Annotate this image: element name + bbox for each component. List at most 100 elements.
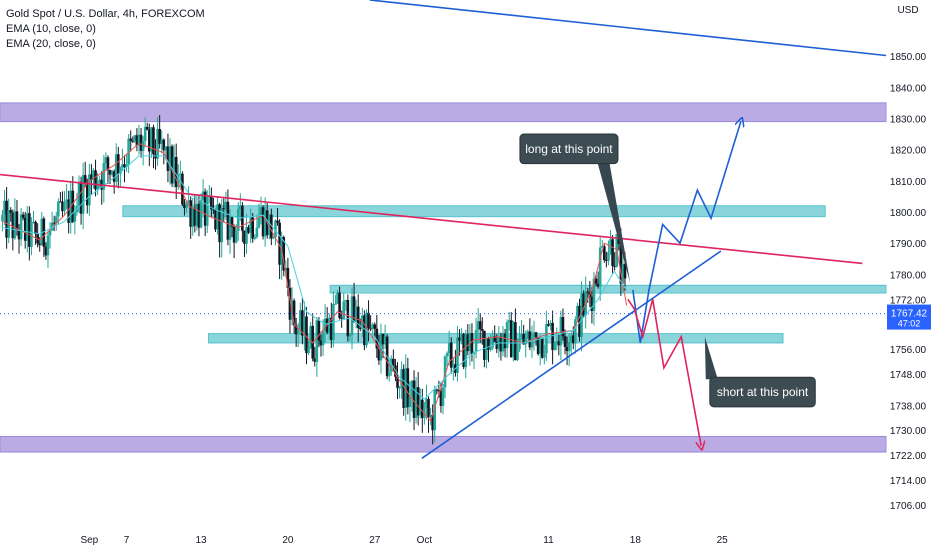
candle bbox=[538, 334, 542, 366]
candle-body bbox=[301, 310, 304, 336]
candle-body bbox=[79, 181, 83, 214]
candle-body bbox=[334, 303, 337, 305]
candle-body bbox=[46, 235, 50, 256]
candle bbox=[507, 311, 511, 331]
time-axis-background bbox=[0, 530, 886, 550]
candle bbox=[543, 344, 546, 365]
candle bbox=[298, 302, 302, 336]
callout-text: short at this point bbox=[717, 385, 809, 399]
candle bbox=[418, 388, 422, 419]
callout-0: long at this point bbox=[519, 133, 631, 284]
candle bbox=[81, 162, 85, 230]
candle-body bbox=[621, 263, 625, 284]
candle-body bbox=[559, 317, 563, 346]
candle-body bbox=[371, 324, 374, 329]
price-badge-bg bbox=[887, 304, 931, 330]
price-tick-label: 1748.00 bbox=[890, 370, 927, 381]
candle-body bbox=[116, 154, 120, 174]
time-tick-label: 7 bbox=[124, 535, 130, 546]
candle-body bbox=[65, 199, 68, 202]
candle-body bbox=[569, 335, 573, 342]
candle bbox=[313, 346, 317, 367]
candle bbox=[263, 197, 267, 247]
candle-body bbox=[356, 306, 360, 329]
candle-body bbox=[81, 175, 85, 214]
candle bbox=[429, 407, 432, 426]
candle-body bbox=[38, 243, 42, 246]
legend: Gold Spot / U.S. Dollar, 4h, FOREXCOM EM… bbox=[6, 7, 205, 52]
ema10-line bbox=[2, 142, 628, 422]
candle bbox=[307, 340, 310, 356]
candle bbox=[406, 357, 410, 415]
candle bbox=[174, 143, 178, 200]
candle-body bbox=[236, 209, 240, 232]
candle bbox=[350, 287, 354, 349]
candle bbox=[276, 207, 279, 226]
candle bbox=[249, 208, 252, 244]
price-tick-label: 1772.00 bbox=[890, 295, 927, 306]
candle bbox=[193, 195, 197, 233]
candle bbox=[65, 183, 68, 210]
candle bbox=[34, 220, 37, 245]
price-tick-label: 1830.00 bbox=[890, 114, 927, 125]
candle-body bbox=[565, 347, 569, 352]
candle bbox=[516, 338, 519, 362]
candle bbox=[336, 290, 339, 304]
candle-body bbox=[352, 296, 356, 322]
candle-body bbox=[590, 296, 594, 311]
projection-path-1 bbox=[627, 298, 701, 446]
candle-body bbox=[168, 146, 172, 171]
candle-body bbox=[104, 157, 108, 163]
candle bbox=[127, 134, 130, 174]
candle bbox=[104, 152, 108, 171]
candle bbox=[143, 117, 147, 148]
candle bbox=[166, 133, 170, 183]
candle bbox=[445, 351, 449, 367]
candle bbox=[160, 130, 164, 154]
candle bbox=[282, 235, 286, 277]
candle-body bbox=[348, 335, 352, 337]
candle bbox=[57, 198, 60, 225]
candle bbox=[232, 224, 236, 259]
candle bbox=[46, 231, 50, 268]
candle-body bbox=[499, 336, 503, 352]
candle-body bbox=[323, 318, 327, 331]
candle bbox=[288, 279, 292, 334]
candle-body bbox=[176, 175, 180, 187]
candle-body bbox=[191, 207, 195, 227]
candle-body bbox=[230, 217, 234, 227]
candle bbox=[518, 326, 521, 352]
candle-body bbox=[582, 293, 585, 316]
candle-body bbox=[127, 138, 130, 166]
candle-body bbox=[61, 201, 64, 212]
candle-body bbox=[439, 391, 443, 406]
candle-body bbox=[143, 126, 147, 142]
candle bbox=[576, 302, 579, 322]
candle-body bbox=[596, 283, 600, 287]
candle-body bbox=[607, 252, 610, 261]
candle bbox=[296, 322, 300, 348]
candle-body bbox=[433, 389, 437, 431]
candle-body bbox=[222, 208, 226, 210]
candle-body bbox=[102, 162, 106, 190]
candle-body bbox=[309, 325, 312, 348]
candle-body bbox=[189, 200, 192, 227]
candle-body bbox=[158, 129, 161, 144]
candle bbox=[150, 126, 153, 159]
candle-body bbox=[187, 200, 190, 202]
candle bbox=[274, 219, 277, 246]
candle bbox=[278, 219, 281, 280]
candle-body bbox=[92, 170, 95, 181]
candle-body bbox=[1, 214, 4, 222]
candle bbox=[509, 312, 513, 358]
ema20-line bbox=[2, 155, 628, 400]
price-tick-label: 1738.00 bbox=[890, 401, 927, 412]
candle-body bbox=[530, 336, 534, 348]
candle bbox=[63, 191, 66, 216]
candle-body bbox=[489, 347, 492, 350]
candle bbox=[224, 191, 228, 220]
currency-label: USD bbox=[897, 5, 918, 16]
